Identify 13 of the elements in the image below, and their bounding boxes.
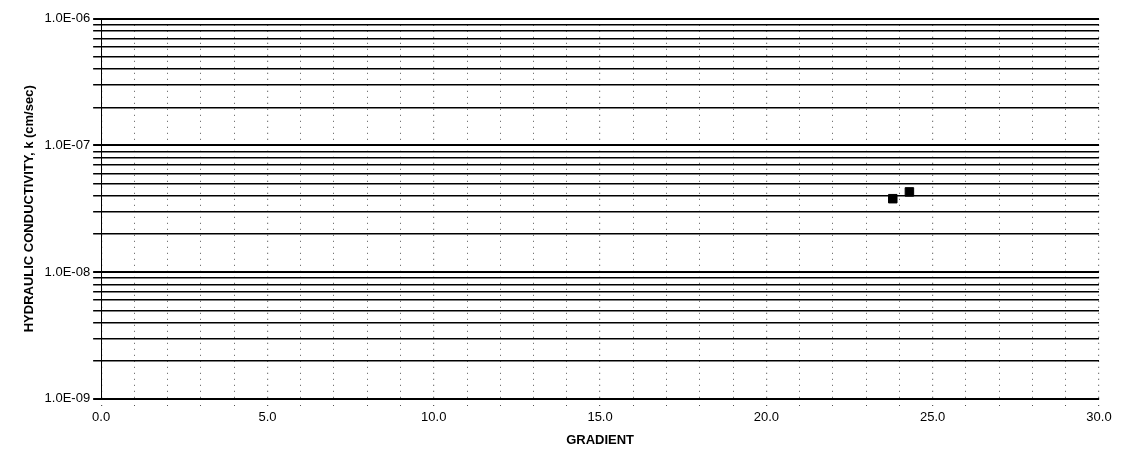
y-axis-title: HYDRAULIC CONDUCTIVITY, k (cm/sec)	[21, 85, 37, 333]
x-tick-label: 10.0	[421, 409, 447, 425]
y-tick-label: 1.0E-09	[44, 390, 91, 406]
x-tick-label: 30.0	[1086, 409, 1112, 425]
x-tick-label: 0.0	[92, 409, 111, 425]
x-tick-label: 25.0	[920, 409, 946, 425]
y-tick-label: 1.0E-07	[44, 137, 91, 153]
y-tick-label: 1.0E-06	[44, 10, 91, 26]
x-tick-label: 15.0	[587, 409, 613, 425]
y-tick-label: 1.0E-08	[44, 263, 91, 279]
x-tick-label: 20.0	[753, 409, 780, 425]
x-tick-label: 5.0	[258, 409, 277, 425]
x-axis-title: GRADIENT	[566, 431, 635, 447]
